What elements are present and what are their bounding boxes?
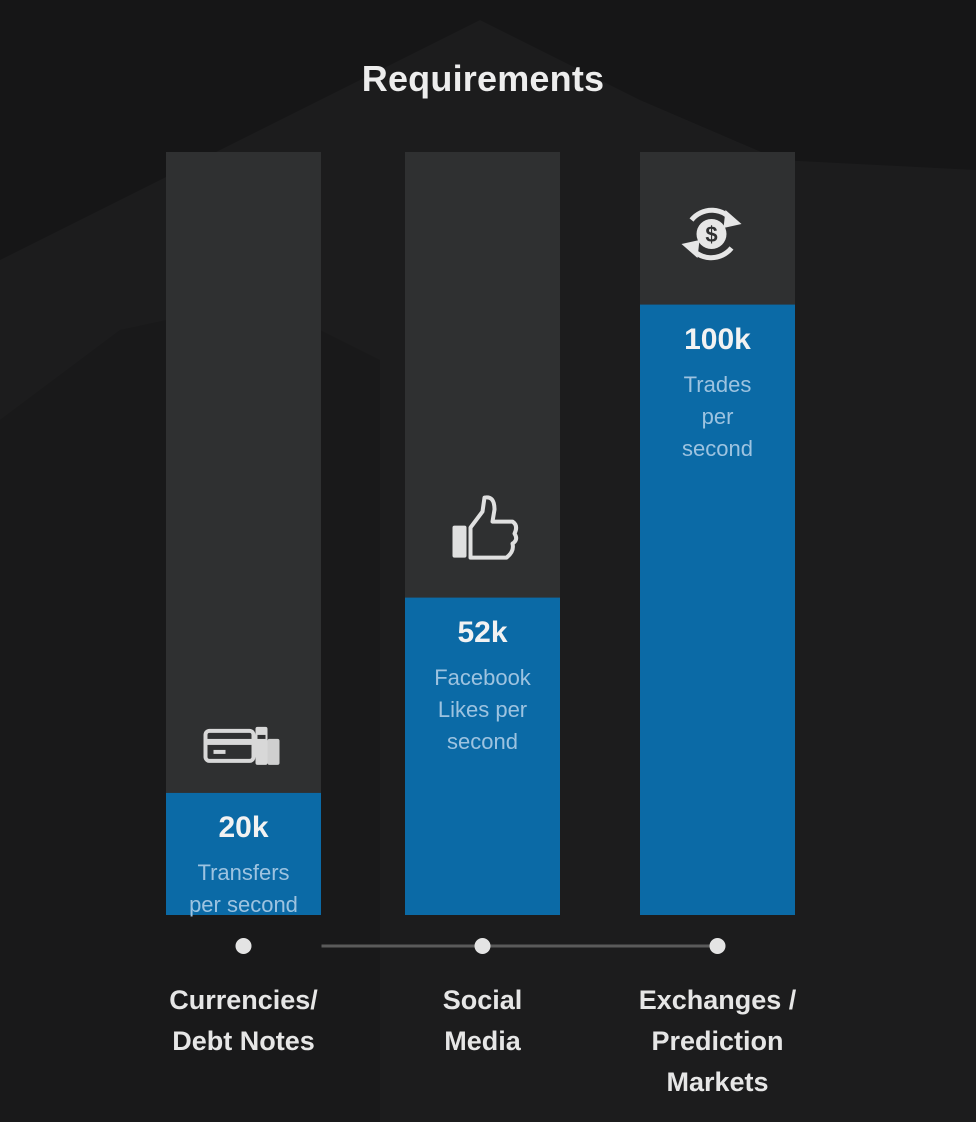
timeline-dot <box>474 938 491 954</box>
bar-value-label: 20k <box>218 810 269 844</box>
category-label: Social Media <box>442 985 523 1056</box>
credit-card-icon <box>203 726 280 765</box>
category-label: Currencies/Debt Notes <box>169 985 318 1056</box>
bar-1 <box>166 792 321 915</box>
dollar-exchange-icon: $ <box>681 207 742 261</box>
category-label: Exchanges / Prediction Markets <box>638 985 797 1097</box>
chart-title: Requirements <box>361 58 605 99</box>
timeline-dot <box>235 938 252 954</box>
thumbs-up-icon <box>452 495 519 560</box>
bar-value-label: 100k <box>684 322 751 356</box>
timeline-dot <box>709 938 726 954</box>
bar-track <box>166 152 321 915</box>
bar-description: Facebook Likes per second <box>434 664 531 754</box>
bar-3 <box>640 304 795 916</box>
bar-value-label: 52k <box>457 615 508 649</box>
bar-description: Trades per second <box>682 371 753 461</box>
bar-description: Transfers per second <box>189 859 298 917</box>
bar-2 <box>405 597 560 915</box>
svg-text:$: $ <box>705 222 717 247</box>
